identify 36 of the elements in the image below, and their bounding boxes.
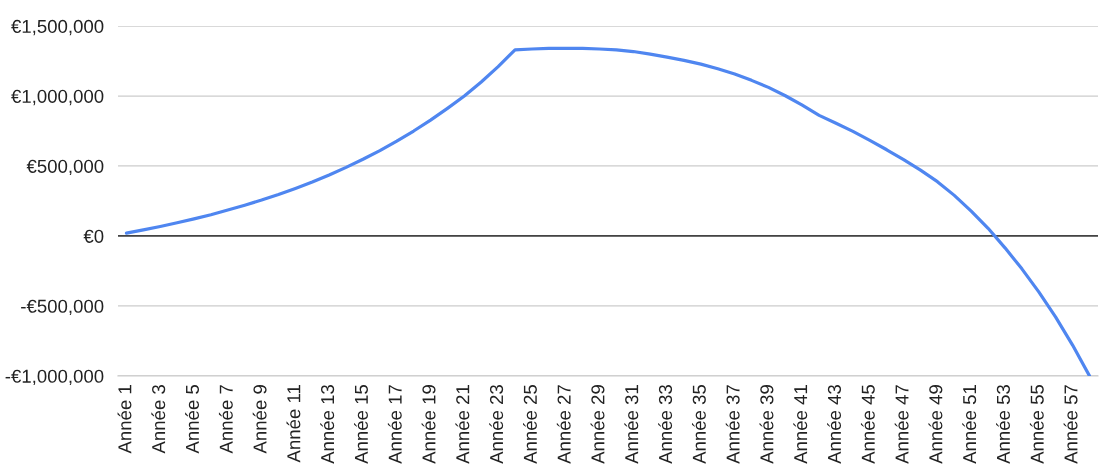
x-tick-label: Année 27 [556, 385, 571, 464]
x-tick-label: Année 13 [320, 385, 335, 464]
x-tick-label: Année 9 [252, 385, 267, 454]
x-tick-label: Année 7 [218, 385, 233, 454]
x-tick-label: Année 51 [962, 385, 977, 464]
x-tick-label: Année 25 [523, 384, 537, 464]
x-tick-label: Année 41 [793, 385, 808, 464]
x-tick-label: Année 15 [354, 384, 368, 464]
y-tick-label: -€500,000 [21, 299, 104, 316]
x-tick-label: Année 23 [489, 385, 504, 464]
y-tick-label: €1,000,000 [11, 89, 104, 106]
x-tick-label: Année 53 [996, 385, 1010, 464]
line-series [124, 46, 1092, 376]
x-tick-label: Année 37 [725, 385, 740, 464]
x-tick-label: Année 11 [286, 385, 301, 463]
x-tick-label: Année 49 [928, 385, 943, 464]
x-tick-label: Année 31 [624, 385, 639, 464]
x-tick-label: Année 3 [151, 385, 166, 454]
x-tick-label: Année 43 [827, 385, 842, 464]
x-tick-label: Année 47 [894, 385, 909, 464]
y-tick-label: €1,500,000 [11, 19, 104, 36]
x-tick-label: Année 1 [117, 385, 132, 454]
x-tick-label: Année 35 [691, 384, 706, 464]
y-tick-label: €500,000 [26, 159, 104, 176]
x-tick-label: Année 21 [455, 385, 470, 464]
x-tick-label: Année 57 [1063, 385, 1078, 464]
x-tick-label: Année 39 [759, 385, 774, 464]
x-tick-label: Année 45 [860, 384, 875, 464]
x-tick-label: Année 29 [590, 385, 605, 464]
x-tick-label: Année 19 [421, 385, 436, 464]
x-tick-label: Année 55 [1029, 384, 1044, 464]
x-tick-label: Année 33 [658, 385, 673, 464]
x-tick-label: Année 5 [185, 384, 200, 454]
y-tick-label: €0 [83, 229, 104, 243]
y-tick-label: -€1,000,000 [5, 369, 104, 386]
x-tick-label: Année 17 [387, 385, 402, 464]
